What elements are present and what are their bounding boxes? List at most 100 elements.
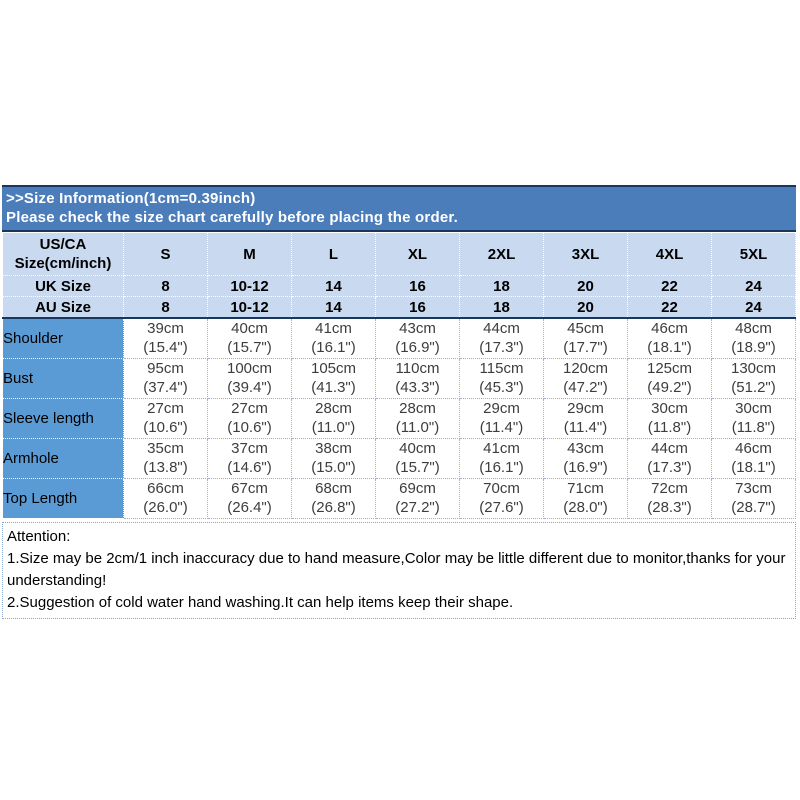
size-value-cell: 20 (543, 275, 628, 297)
size-value-cell: 22 (627, 275, 712, 297)
measure-cm: 100cm (226, 360, 273, 377)
measure-cm: 69cm (399, 480, 436, 497)
measure-value-cell: 48cm (18.9") (711, 317, 796, 359)
measure-cm: 48cm (735, 320, 772, 338)
size-value-cell: 10-12 (207, 275, 292, 297)
measure-row-bust: Bust 95cm (37.4") 100cm (39.4") 105cm (41.3") 1… (2, 357, 796, 399)
measure-inch: (17.3") (647, 459, 692, 476)
measure-inch: (11.8") (647, 419, 692, 436)
measure-inch: (39.4") (227, 379, 272, 396)
measure-row-label: Top Length (2, 477, 124, 519)
measure-cm: 39cm (147, 320, 184, 338)
measure-value-cell: 27cm (10.6") (207, 397, 292, 439)
measure-cm: 46cm (651, 320, 688, 338)
measure-inch: (15.7") (395, 459, 440, 476)
size-column-header-3: L (291, 232, 376, 276)
measure-value-cell: 71cm (28.0") (543, 477, 628, 519)
measure-cm: 40cm (231, 320, 268, 338)
measure-cm: 66cm (147, 480, 184, 497)
measure-cm: 41cm (315, 320, 352, 338)
banner-subtitle: Please check the size chart carefully be… (6, 209, 458, 226)
measure-value-cell: 43cm (16.9") (543, 437, 628, 479)
measure-inch: (26.8") (311, 499, 356, 516)
measure-cm: 45cm (567, 320, 604, 338)
measure-cm: 41cm (483, 440, 520, 457)
size-row-label: AU Size (2, 296, 124, 319)
measure-cm: 38cm (315, 440, 352, 457)
size-value-cell: 8 (123, 296, 208, 319)
measure-inch: (16.9") (563, 459, 608, 476)
size-chart-sheet: >>Size Information(1cm=0.39inch) Please … (2, 185, 796, 619)
measure-value-cell: 70cm (27.6") (459, 477, 544, 519)
measure-value-cell: 37cm (14.6") (207, 437, 292, 479)
measure-cm: 30cm (735, 400, 772, 417)
banner-title: >>Size Information(1cm=0.39inch) (6, 190, 256, 207)
measure-inch: (37.4") (143, 379, 188, 396)
measure-value-cell: 46cm (18.1") (711, 437, 796, 479)
measure-inch: (28.7") (731, 499, 776, 516)
measure-value-cell: 44cm (17.3") (627, 437, 712, 479)
measure-value-cell: 95cm (37.4") (123, 357, 208, 399)
measure-row-label: Shoulder (2, 317, 124, 359)
measure-cm: 71cm (567, 480, 604, 497)
measure-value-cell: 41cm (16.1") (291, 317, 376, 359)
measure-value-cell: 105cm (41.3") (291, 357, 376, 399)
measure-inch: (51.2") (731, 379, 776, 396)
measure-value-cell: 67cm (26.4") (207, 477, 292, 519)
size-value-cell: 22 (627, 296, 712, 319)
measure-cm: 72cm (651, 480, 688, 497)
size-value-cell: 10-12 (207, 296, 292, 319)
measure-cm: 37cm (231, 440, 268, 457)
size-column-header-6: 3XL (543, 232, 628, 276)
measure-cm: 110cm (395, 360, 440, 377)
measure-cm: 115cm (479, 360, 524, 377)
size-column-header-7: 4XL (627, 232, 712, 276)
measure-cm: 105cm (310, 360, 357, 377)
measure-value-cell: 35cm (13.8") (123, 437, 208, 479)
measure-inch: (47.2") (563, 379, 608, 396)
measure-inch: (27.6") (479, 499, 524, 516)
measure-inch: (28.0") (563, 499, 608, 516)
size-chart-header: US/CA Size(cm/inch) S M L XL 2XL 3XL 4XL 5XL UK… (2, 232, 796, 319)
measure-inch: (49.2") (647, 379, 692, 396)
measure-inch: (13.8") (143, 459, 188, 476)
measure-cm: 68cm (315, 480, 352, 497)
measure-row-shoulder: Shoulder 39cm (15.4") 40cm (15.7") 41cm (16.1"… (2, 317, 796, 359)
measure-inch: (26.0") (143, 499, 188, 516)
measure-cm: 29cm (483, 400, 520, 417)
measure-inch: (45.3") (479, 379, 524, 396)
size-value-cell: 24 (711, 275, 796, 297)
measure-cm: 130cm (730, 360, 777, 377)
attention-note-1: 1.Size may be 2cm/1 inch inaccuracy due … (7, 549, 786, 589)
corner-line1: US/CA (39, 236, 87, 253)
size-value-cell: 16 (375, 296, 460, 319)
size-value-cell: 20 (543, 296, 628, 319)
measure-value-cell: 28cm (11.0") (375, 397, 460, 439)
measure-value-cell: 72cm (28.3") (627, 477, 712, 519)
measure-inch: (11.8") (731, 419, 776, 436)
measure-inch: (16.1") (479, 459, 524, 476)
attention-note-2: 2.Suggestion of cold water hand washing.… (7, 593, 514, 611)
measure-value-cell: 41cm (16.1") (459, 437, 544, 479)
size-column-header-2: M (207, 232, 292, 276)
measure-cm: 40cm (399, 440, 436, 457)
measure-cm: 44cm (651, 440, 688, 457)
measure-value-cell: 46cm (18.1") (627, 317, 712, 359)
measure-value-cell: 68cm (26.8") (291, 477, 376, 519)
measure-value-cell: 130cm (51.2") (711, 357, 796, 399)
measure-row-label: Armhole (2, 437, 124, 479)
measure-cm: 73cm (735, 480, 772, 497)
measure-cm: 27cm (231, 400, 268, 417)
measure-cm: 46cm (735, 440, 772, 457)
measure-inch: (28.3") (647, 499, 692, 516)
measure-inch: (10.6") (143, 419, 188, 436)
size-column-header-1: S (123, 232, 208, 276)
measure-value-cell: 43cm (16.9") (375, 317, 460, 359)
measure-inch: (18.9") (731, 339, 776, 357)
measure-inch: (16.1") (311, 339, 356, 357)
size-columns-row: US/CA Size(cm/inch) S M L XL 2XL 3XL 4XL 5XL (2, 232, 796, 276)
measure-inch: (11.0") (395, 419, 440, 436)
measure-inch: (17.7") (563, 339, 608, 357)
measure-inch: (18.1") (647, 339, 692, 357)
size-value-cell: 18 (459, 296, 544, 319)
